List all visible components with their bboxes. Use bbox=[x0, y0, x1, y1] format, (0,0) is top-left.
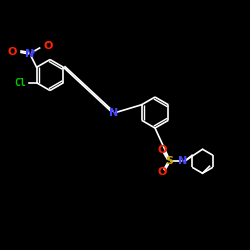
Text: O: O bbox=[7, 47, 16, 57]
Text: N: N bbox=[26, 49, 35, 59]
Text: +: + bbox=[30, 49, 36, 55]
Text: O: O bbox=[158, 145, 167, 155]
Text: O: O bbox=[158, 167, 167, 177]
Text: Cl: Cl bbox=[14, 78, 26, 88]
Text: O: O bbox=[43, 41, 52, 51]
Text: N: N bbox=[109, 108, 118, 118]
Text: S: S bbox=[165, 156, 173, 166]
Text: -: - bbox=[46, 38, 50, 48]
Text: N: N bbox=[178, 156, 187, 166]
